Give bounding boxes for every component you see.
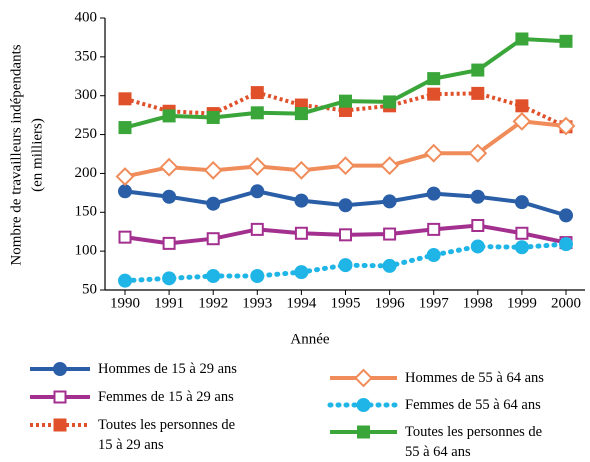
- x-tick-label: 1995: [331, 295, 361, 311]
- point: [118, 273, 132, 288]
- point: [357, 425, 370, 439]
- point: [427, 87, 441, 101]
- point: [559, 237, 573, 252]
- point: [426, 248, 441, 263]
- point: [291, 160, 311, 180]
- point: [512, 111, 532, 131]
- point: [162, 271, 177, 286]
- x-tick-label: 1992: [198, 295, 228, 311]
- x-tick-label: 2000: [551, 295, 581, 311]
- point: [162, 109, 176, 123]
- point: [515, 32, 529, 46]
- point: [247, 157, 267, 176]
- point: [383, 95, 397, 109]
- point: [294, 193, 309, 208]
- y-tick-label: 400: [75, 9, 98, 25]
- point: [159, 157, 179, 177]
- point: [250, 184, 265, 199]
- point: [118, 92, 132, 106]
- point: [470, 189, 485, 204]
- point: [206, 196, 221, 211]
- point: [339, 228, 352, 242]
- point: [338, 258, 353, 273]
- point: [514, 240, 529, 255]
- point: [356, 398, 371, 412]
- legend-label: Femmes de 55 à 64 ans: [405, 397, 541, 413]
- point: [118, 230, 132, 244]
- point: [115, 167, 135, 186]
- point: [250, 106, 264, 120]
- legend-label: Toutes les personnes de 15 à 29 ans: [98, 417, 236, 453]
- point: [162, 236, 176, 250]
- x-tick-label: 1991: [154, 295, 184, 311]
- legend-label: Femmes de 15 à 29 ans: [98, 389, 234, 405]
- point: [250, 86, 264, 100]
- point: [338, 198, 353, 213]
- point: [294, 107, 308, 121]
- point: [118, 121, 132, 135]
- point: [470, 239, 485, 254]
- point: [382, 258, 397, 273]
- x-tick-label: 1990: [110, 295, 140, 311]
- point: [53, 390, 67, 404]
- y-tick-label: 50: [82, 281, 97, 297]
- x-tick-label: 1998: [463, 295, 493, 311]
- y-tick-label: 200: [75, 165, 98, 181]
- point: [203, 160, 223, 180]
- point: [515, 226, 529, 240]
- point: [427, 222, 441, 236]
- point: [471, 86, 485, 100]
- point: [53, 362, 67, 376]
- x-tick-label: 1996: [375, 295, 406, 311]
- y-tick-label: 350: [75, 48, 98, 64]
- point: [294, 265, 309, 280]
- y-tick-label: 100: [75, 243, 98, 259]
- point: [468, 143, 488, 163]
- point: [514, 195, 529, 210]
- point: [382, 194, 397, 209]
- x-tick-label: 1999: [507, 295, 537, 311]
- series-line: [122, 241, 569, 284]
- point: [206, 232, 220, 246]
- x-tick-label: 1997: [419, 295, 450, 311]
- x-axis-label: Année: [290, 331, 329, 347]
- legend-label: Hommes de 55 à 64 ans: [405, 370, 544, 386]
- point: [427, 72, 441, 86]
- point: [336, 156, 355, 176]
- point: [471, 63, 485, 77]
- point: [426, 186, 441, 201]
- point: [424, 143, 444, 163]
- y-tick-label: 250: [75, 126, 98, 142]
- x-tick-label: 1993: [242, 295, 272, 311]
- legend-label: Hommes de 15 à 29 ans: [98, 361, 237, 377]
- point: [515, 99, 529, 113]
- legend-label: Toutes les personnes de 55 à 64 ans: [405, 424, 543, 460]
- point: [206, 269, 221, 284]
- y-axis-unit: (en milliers): [29, 118, 45, 192]
- point: [250, 269, 265, 284]
- point: [206, 110, 220, 124]
- point: [118, 184, 132, 199]
- point: [339, 94, 352, 108]
- point: [162, 189, 177, 204]
- point: [471, 218, 485, 232]
- point: [53, 418, 67, 432]
- point: [380, 156, 400, 176]
- point: [556, 116, 576, 136]
- point: [354, 368, 373, 388]
- point: [559, 34, 573, 48]
- point: [294, 226, 308, 240]
- y-tick-label: 150: [75, 204, 98, 220]
- y-axis-label: Nombre de travailleurs indépendants: [8, 44, 24, 265]
- point: [383, 227, 397, 241]
- point: [559, 208, 573, 223]
- y-tick-label: 300: [75, 87, 98, 103]
- x-tick-label: 1994: [286, 295, 317, 311]
- point: [250, 222, 264, 236]
